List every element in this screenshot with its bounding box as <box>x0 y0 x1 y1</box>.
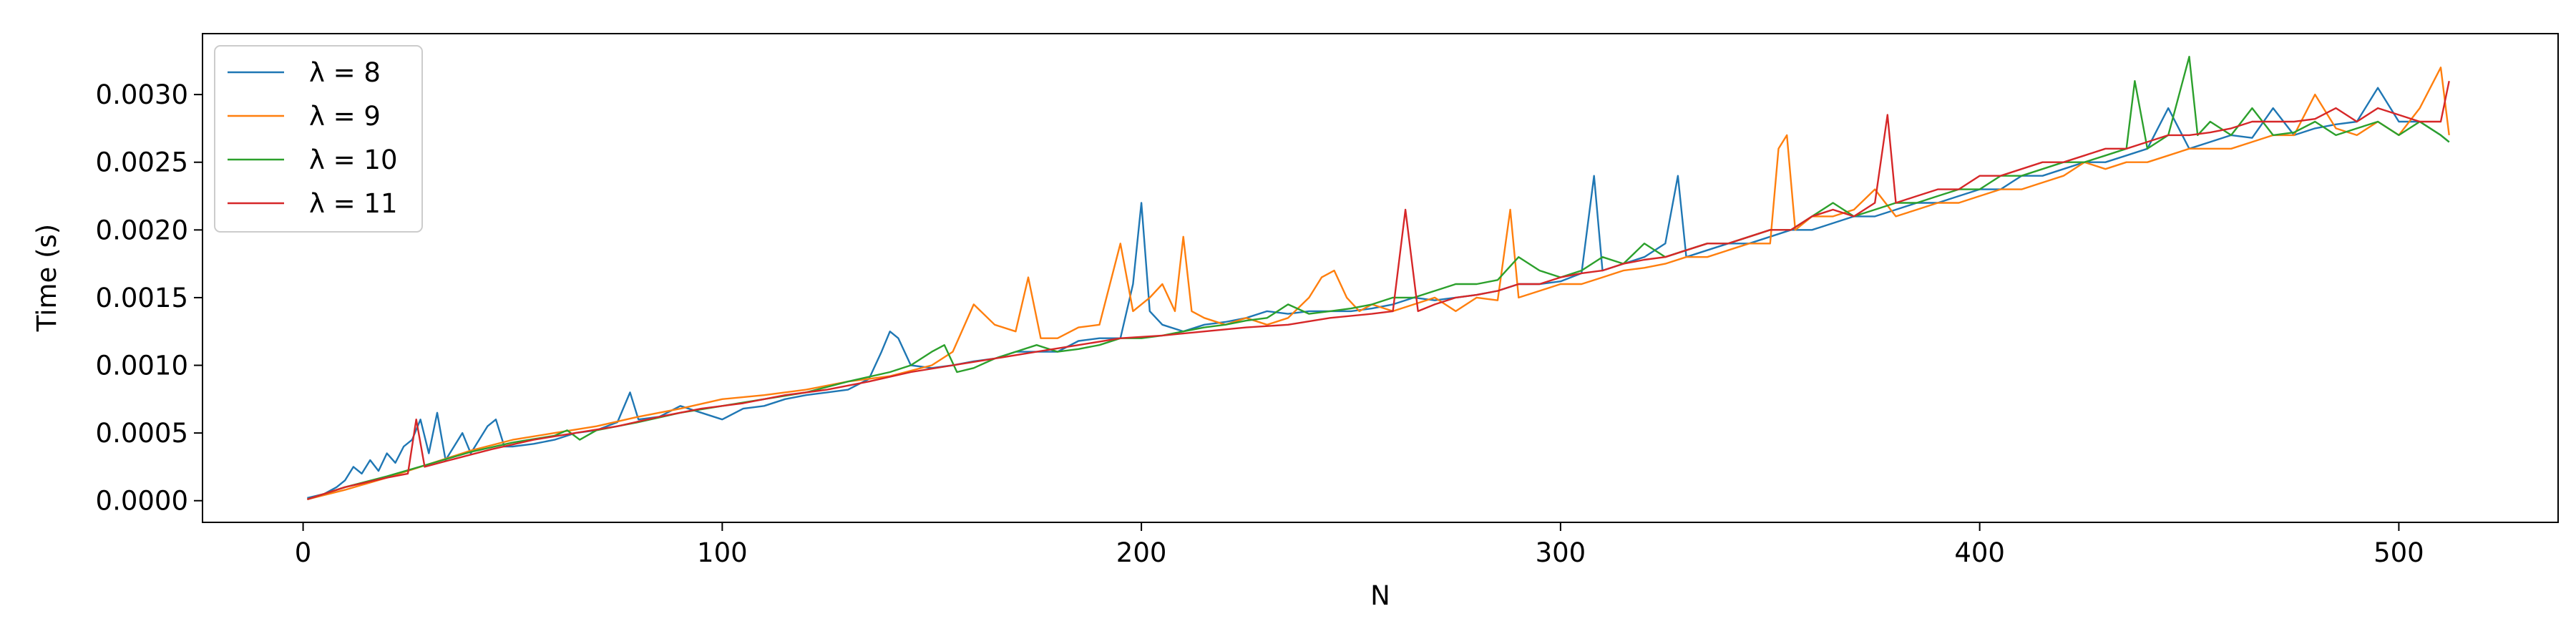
series-layer <box>307 56 2450 500</box>
y-axis: 0.0000 0.0005 0.0010 0.0015 0.0020 0.0025 0.00… <box>96 79 203 517</box>
y-tick-label: 0.0005 <box>96 418 188 449</box>
legend-label-3: λ = 11 <box>309 188 398 219</box>
x-axis-label: N <box>1370 580 1390 611</box>
series-line-2 <box>307 56 2450 500</box>
legend-box <box>214 45 423 233</box>
x-tick-label: 300 <box>1536 537 1586 568</box>
x-tick-label: 0 <box>295 537 312 568</box>
legend-label-1: λ = 9 <box>309 101 381 132</box>
y-axis-label: Time (s) <box>31 224 62 332</box>
x-tick-label: 400 <box>1954 537 2005 568</box>
y-tick-label: 0.0015 <box>96 283 188 313</box>
x-tick-label: 200 <box>1116 537 1167 568</box>
series-line-1 <box>307 67 2450 500</box>
plot-frame <box>202 33 2559 523</box>
series-line-0 <box>307 87 2450 499</box>
y-tick-label: 0.0020 <box>96 215 188 245</box>
y-tick-label: 0.0030 <box>96 79 188 110</box>
legend-label-0: λ = 8 <box>309 57 381 88</box>
x-axis: 0 100 200 300 400 500 <box>295 522 2424 568</box>
plot-area <box>203 34 2558 522</box>
x-tick-label: 500 <box>2373 537 2424 568</box>
y-tick-label: 0.0010 <box>96 351 188 381</box>
legend: λ = 8 λ = 9 λ = 10 λ = 11 <box>214 45 423 233</box>
series-line-3 <box>307 80 2450 500</box>
x-tick-label: 100 <box>697 537 748 568</box>
y-tick-label: 0.0025 <box>96 147 188 178</box>
legend-label-2: λ = 10 <box>309 145 398 175</box>
y-tick-label: 0.0000 <box>96 486 188 517</box>
